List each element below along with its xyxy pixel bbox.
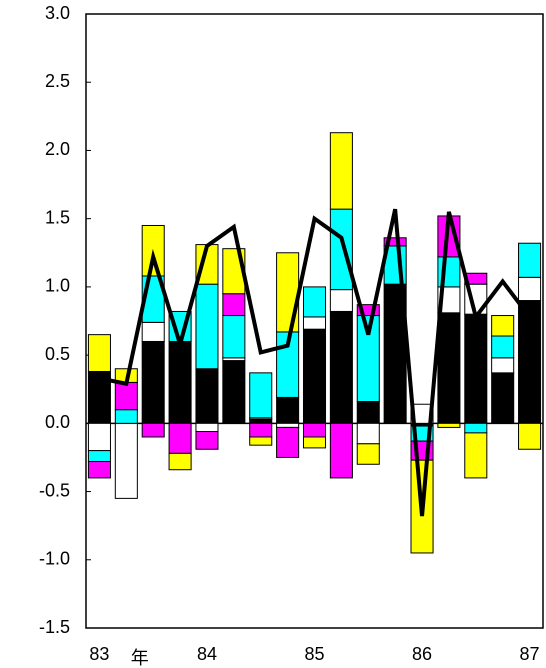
bar-segment	[195, 283, 219, 370]
plot-frame	[85, 13, 544, 629]
bar-segment	[141, 422, 165, 438]
bar-segment	[168, 452, 192, 471]
bar-segment	[87, 450, 111, 463]
bar-segment	[464, 313, 488, 424]
x-tick-label: 83	[89, 644, 109, 664]
bar-segment	[302, 328, 327, 424]
bar-segment	[383, 237, 407, 247]
x-tick-label: 87	[520, 644, 540, 664]
bar-segment	[249, 436, 273, 446]
x-tick-label: 84	[197, 644, 217, 664]
bar-segment	[276, 252, 300, 333]
bar-segment	[356, 304, 380, 317]
bar-segment	[437, 312, 461, 424]
bar-segment	[87, 422, 111, 452]
bar-segment	[195, 431, 219, 450]
bar-segment	[249, 418, 273, 424]
bar-segment	[518, 422, 542, 450]
bar-segment	[222, 293, 246, 317]
y-tick-label: -1.0	[39, 549, 70, 569]
bar-segment	[329, 310, 353, 424]
bar-segment	[437, 422, 461, 428]
bar-segment	[87, 334, 111, 372]
bar-segment	[302, 422, 327, 438]
bar-segment	[141, 340, 165, 424]
y-tick-label: 1.0	[45, 276, 70, 296]
bar-segment	[195, 368, 219, 424]
bar-segment	[329, 132, 353, 210]
bar-segment	[356, 401, 380, 424]
bar-segment	[168, 340, 192, 424]
bar-segment	[222, 360, 246, 424]
bar-segment	[356, 443, 380, 465]
x-tick-label: 85	[304, 644, 324, 664]
bar-segment	[114, 422, 138, 499]
bar-segment	[87, 461, 111, 479]
bar-segment	[302, 436, 327, 449]
bar-segment	[356, 422, 380, 445]
bar-segment	[491, 315, 515, 337]
bar-segment	[518, 276, 542, 302]
bar-segment	[276, 422, 300, 428]
bar-segment	[276, 396, 300, 424]
bar-segment	[302, 286, 327, 318]
y-tick-label: 0.5	[45, 344, 70, 364]
bar-segment	[491, 357, 515, 374]
bar-segment	[491, 335, 515, 359]
bar-segment	[518, 300, 542, 424]
bar-segment	[518, 242, 542, 278]
bar-segment	[329, 208, 353, 291]
bar-segment	[302, 316, 327, 330]
bar-segment	[464, 422, 488, 434]
bar-segment	[222, 315, 246, 359]
bar-segment	[249, 422, 273, 438]
bar-segment	[114, 409, 138, 424]
y-tick-label: 2.0	[45, 139, 70, 159]
y-tick-label: 3.0	[45, 3, 70, 23]
bar-segment	[276, 426, 300, 458]
y-tick-label: 0.0	[45, 412, 70, 432]
bar-segment	[114, 381, 138, 411]
y-tick-label: -1.5	[39, 617, 70, 637]
y-tick-label: 1.5	[45, 207, 70, 227]
bar-segment	[464, 432, 488, 479]
bar-segment	[491, 372, 515, 424]
line	[99, 208, 532, 517]
y-tick-label: 2.5	[45, 71, 70, 91]
bar-segment	[249, 372, 273, 419]
bar-segment	[195, 422, 219, 433]
bar-segment	[329, 422, 353, 479]
bar-segment	[141, 321, 165, 342]
x-tick-label: 86	[412, 644, 432, 664]
y-tick-label: -0.5	[39, 480, 70, 500]
bar-segment	[168, 422, 192, 454]
bar-segment	[329, 289, 353, 312]
x-axis-label: 年	[131, 648, 149, 668]
